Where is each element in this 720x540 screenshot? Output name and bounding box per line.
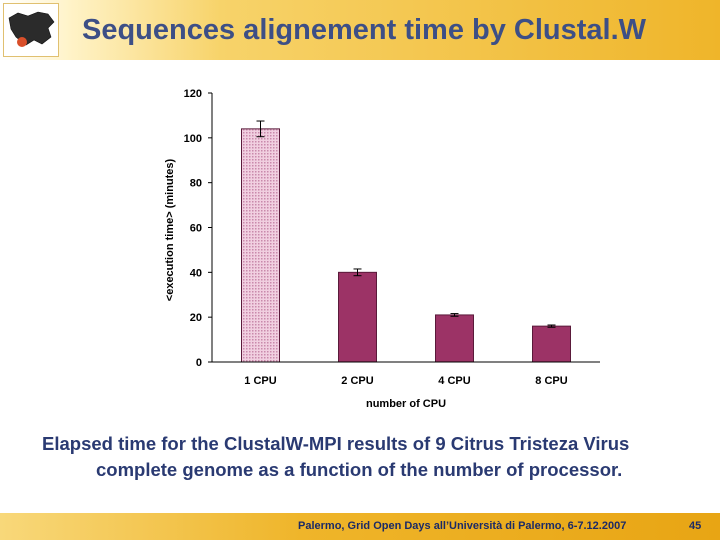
header-band: Sequences alignement time by Clustal.W <box>0 0 720 60</box>
bar-chart: 0 20 40 60 80 100 120 1 CPU 2 CPU 4 CPU 8 CPU <exe… <box>164 88 600 410</box>
x-axis-label: number of CPU <box>366 398 446 410</box>
error-bar <box>450 313 459 317</box>
y-tick-label: 100 <box>184 133 202 145</box>
bar-8-cpu <box>532 325 571 363</box>
x-tick-label: 8 CPU <box>535 375 567 387</box>
caption-line-1: Elapsed time for the ClustalW-MPI result… <box>42 433 630 454</box>
slide-title: Sequences alignement time by Clustal.W <box>82 14 647 46</box>
error-bar <box>547 324 556 328</box>
y-tick-label: 120 <box>184 88 202 100</box>
y-tick-label: 20 <box>190 312 202 324</box>
bar-1-cpu <box>241 128 280 363</box>
x-tick-label: 1 CPU <box>244 375 276 387</box>
footer-band: Palermo, Grid Open Days all’Università d… <box>0 513 720 540</box>
y-tick-label: 80 <box>190 178 202 190</box>
y-tick-label: 0 <box>196 357 202 369</box>
y-tick-label: 60 <box>190 223 202 235</box>
y-tick-label: 40 <box>190 267 202 279</box>
figure-caption: Elapsed time for the ClustalW-MPI result… <box>42 431 702 483</box>
error-bar <box>353 268 362 277</box>
y-axis-label: <execution time> (minutes) <box>164 158 176 301</box>
caption-line-2: complete genome as a function of the num… <box>96 459 623 480</box>
x-tick-label: 2 CPU <box>341 375 373 387</box>
sicily-map-logo-icon <box>3 3 59 57</box>
bar-4-cpu <box>435 314 474 363</box>
footer-text: Palermo, Grid Open Days all’Università d… <box>298 520 627 532</box>
error-bar <box>256 120 265 138</box>
x-tick-label: 4 CPU <box>438 375 470 387</box>
bar-2-cpu <box>338 271 377 363</box>
page-number: 45 <box>689 520 702 532</box>
